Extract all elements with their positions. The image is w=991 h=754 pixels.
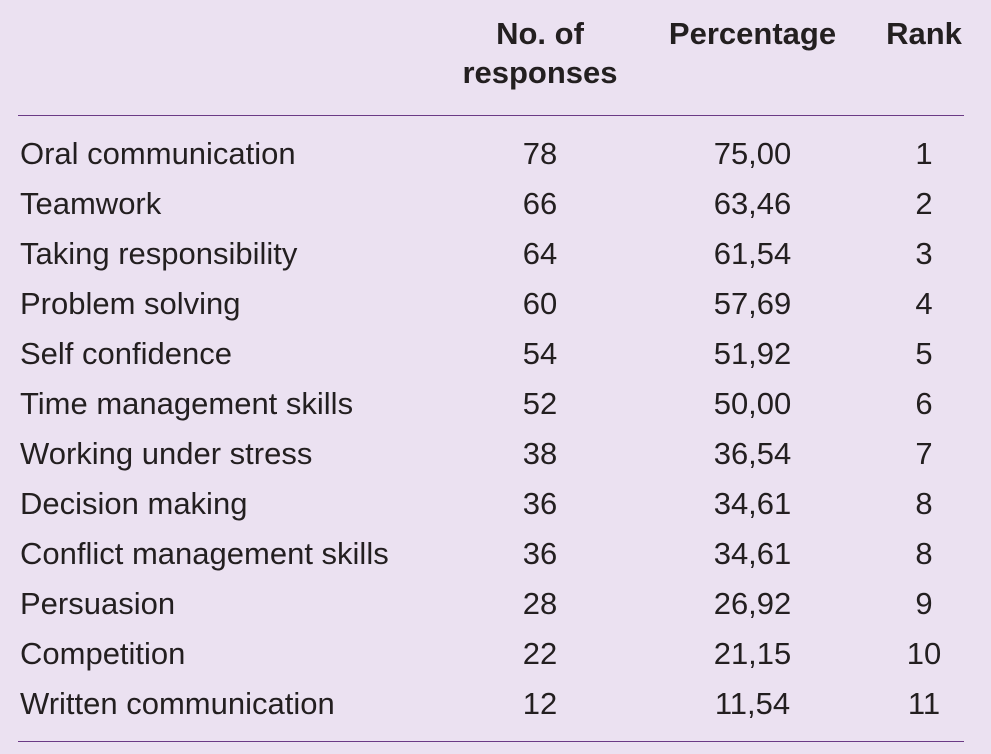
rank-cell: 8 xyxy=(915,536,933,571)
responses-cell: 52 xyxy=(522,386,558,421)
responses-cell: 54 xyxy=(522,336,558,371)
responses-cell: 78 xyxy=(522,136,558,171)
table-row: Time management skills 52 50,00 6 xyxy=(0,379,991,429)
rank-cell: 6 xyxy=(915,386,933,421)
responses-cell: 36 xyxy=(522,486,558,521)
skill-cell: Written communication xyxy=(20,686,335,721)
percentage-cell: 36,54 xyxy=(713,436,792,471)
percentage-cell: 26,92 xyxy=(713,586,792,621)
rank-cell: 9 xyxy=(915,586,933,621)
skill-cell: Teamwork xyxy=(20,186,162,221)
responses-cell: 12 xyxy=(522,686,558,721)
rank-cell: 5 xyxy=(915,336,933,371)
percentage-cell: 50,00 xyxy=(713,386,792,421)
responses-cell: 66 xyxy=(522,186,558,221)
table-row: Working under stress 38 36,54 7 xyxy=(0,429,991,479)
responses-cell: 28 xyxy=(522,586,558,621)
responses-cell: 60 xyxy=(522,286,558,321)
table-row: Oral communication 78 75,00 1 xyxy=(0,129,991,179)
skill-cell: Problem solving xyxy=(20,286,241,321)
responses-cell: 38 xyxy=(522,436,558,471)
table-row: Taking responsibility 64 61,54 3 xyxy=(0,229,991,279)
percentage-cell: 34,61 xyxy=(713,536,792,571)
table-row: Conflict management skills 36 34,61 8 xyxy=(0,529,991,579)
rank-cell: 10 xyxy=(906,636,942,671)
skill-cell: Conflict management skills xyxy=(20,536,389,571)
rank-cell: 3 xyxy=(915,236,933,271)
table-row: Self confidence 54 51,92 5 xyxy=(0,329,991,379)
skill-cell: Competition xyxy=(20,636,186,671)
table-row: Written communication 12 11,54 11 xyxy=(0,679,991,729)
rank-cell: 8 xyxy=(915,486,933,521)
responses-cell: 22 xyxy=(522,636,558,671)
table-header: No. of responses Percentage Rank xyxy=(0,14,991,94)
skill-cell: Taking responsibility xyxy=(20,236,298,271)
header-rank: Rank xyxy=(886,16,962,51)
table-row: Problem solving 60 57,69 4 xyxy=(0,279,991,329)
percentage-cell: 75,00 xyxy=(713,136,792,171)
header-percentage: Percentage xyxy=(668,16,837,51)
percentage-cell: 34,61 xyxy=(713,486,792,521)
skill-cell: Working under stress xyxy=(20,436,313,471)
table-bottom-rule xyxy=(18,741,964,742)
rank-cell: 1 xyxy=(915,136,933,171)
header-divider xyxy=(18,115,964,116)
skill-cell: Persuasion xyxy=(20,586,176,621)
rank-cell: 2 xyxy=(915,186,933,221)
responses-cell: 64 xyxy=(522,236,558,271)
rank-cell: 7 xyxy=(915,436,933,471)
table-row: Decision making 36 34,61 8 xyxy=(0,479,991,529)
table-row: Competition 22 21,15 10 xyxy=(0,629,991,679)
percentage-cell: 61,54 xyxy=(713,236,792,271)
skill-cell: Oral communication xyxy=(20,136,296,171)
skill-cell: Time management skills xyxy=(20,386,354,421)
percentage-cell: 57,69 xyxy=(713,286,792,321)
rank-cell: 11 xyxy=(907,686,941,721)
percentage-cell: 11,54 xyxy=(714,686,791,721)
responses-cell: 36 xyxy=(522,536,558,571)
percentage-cell: 21,15 xyxy=(713,636,792,671)
table-body: Oral communication 78 75,00 1 Teamwork 66 63,4… xyxy=(0,129,991,729)
rank-cell: 4 xyxy=(915,286,933,321)
percentage-cell: 63,46 xyxy=(713,186,792,221)
table-row: Teamwork 66 63,46 2 xyxy=(0,179,991,229)
skill-cell: Self confidence xyxy=(20,336,232,371)
table-row: Persuasion 28 26,92 9 xyxy=(0,579,991,629)
percentage-cell: 51,92 xyxy=(713,336,792,371)
skill-cell: Decision making xyxy=(20,486,248,521)
header-no-of-responses: No. of responses xyxy=(462,16,618,90)
